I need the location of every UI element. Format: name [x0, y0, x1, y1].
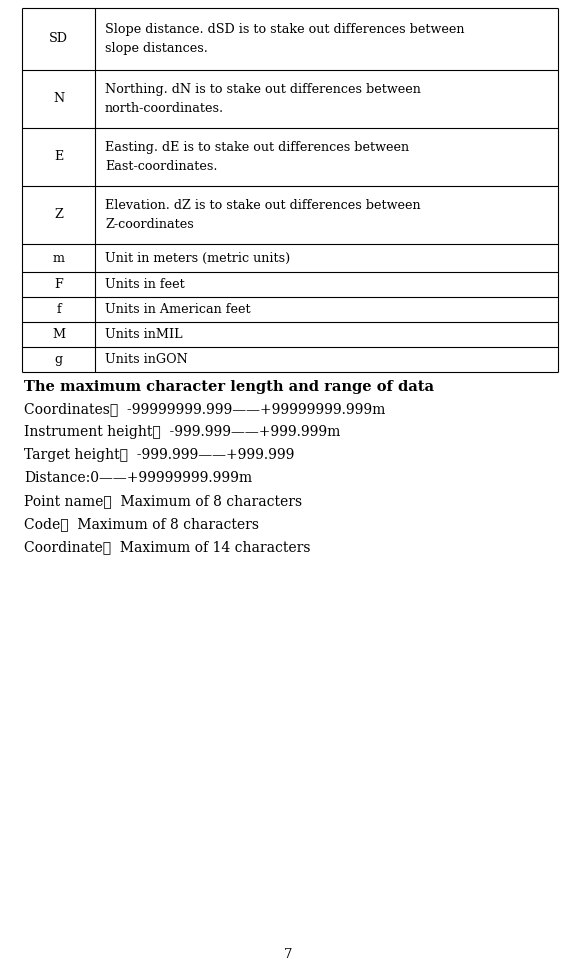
- Text: Target height：  -999.999——+999.999: Target height： -999.999——+999.999: [24, 448, 294, 462]
- Text: Units in American feet: Units in American feet: [105, 303, 250, 316]
- Text: The maximum character length and range of data: The maximum character length and range o…: [24, 380, 434, 394]
- Text: Units in feet: Units in feet: [105, 278, 185, 291]
- Text: Slope distance. dSD is to stake out differences between
slope distances.: Slope distance. dSD is to stake out diff…: [105, 23, 464, 55]
- Text: Point name：  Maximum of 8 characters: Point name： Maximum of 8 characters: [24, 494, 302, 508]
- Text: m: m: [53, 251, 65, 265]
- Text: Z: Z: [54, 208, 63, 222]
- Text: M: M: [52, 328, 65, 341]
- Text: g: g: [54, 353, 62, 366]
- Text: Units inGON: Units inGON: [105, 353, 188, 366]
- Text: f: f: [56, 303, 61, 316]
- Text: F: F: [54, 278, 63, 291]
- Text: Units inMIL: Units inMIL: [105, 328, 182, 341]
- Text: Elevation. dZ is to stake out differences between
Z-coordinates: Elevation. dZ is to stake out difference…: [105, 199, 421, 231]
- Text: Code：  Maximum of 8 characters: Code： Maximum of 8 characters: [24, 517, 259, 531]
- Text: Unit in meters (metric units): Unit in meters (metric units): [105, 251, 290, 265]
- Text: 7: 7: [284, 949, 293, 961]
- Text: Coordinates：  -99999999.999——+99999999.999m: Coordinates： -99999999.999——+99999999.99…: [24, 402, 385, 416]
- Text: SD: SD: [49, 32, 68, 46]
- Text: Instrument height：  -999.999——+999.999m: Instrument height： -999.999——+999.999m: [24, 425, 340, 439]
- Text: N: N: [53, 93, 64, 106]
- Text: Northing. dN is to stake out differences between
north-coordinates.: Northing. dN is to stake out differences…: [105, 83, 421, 114]
- Text: E: E: [54, 150, 63, 163]
- Text: Coordinate：  Maximum of 14 characters: Coordinate： Maximum of 14 characters: [24, 540, 310, 554]
- Text: Easting. dE is to stake out differences between
East-coordinates.: Easting. dE is to stake out differences …: [105, 142, 409, 173]
- Text: Distance:0——+99999999.999m: Distance:0——+99999999.999m: [24, 471, 252, 485]
